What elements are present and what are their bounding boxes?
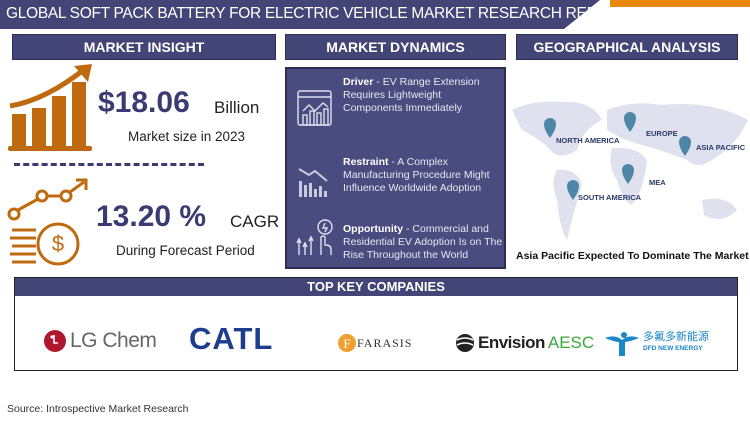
geographical-analysis-header: GEOGRAPHICAL ANALYSIS xyxy=(516,34,738,60)
accent-stripe xyxy=(610,0,750,7)
declining-chart-icon xyxy=(298,168,328,197)
market-dynamics-header: MARKET DYNAMICS xyxy=(285,34,506,60)
dollar-coins-icon: $ xyxy=(7,178,88,266)
region-south-america: SOUTH AMERICA xyxy=(578,193,642,202)
lg-logo-icon xyxy=(44,330,66,352)
top-companies-panel: TOP KEY COMPANIES LG Chem CATL F FARASIS… xyxy=(14,277,738,371)
region-europe: EUROPE xyxy=(646,129,678,138)
envision-logo-icon xyxy=(456,334,474,352)
market-size-unit: Billion xyxy=(214,98,260,117)
logo-dfd-new-energy: 多氟多新能源 DFD NEW ENERGY xyxy=(605,328,709,358)
cagr-unit: CAGR xyxy=(230,212,280,231)
analytics-dashboard-icon xyxy=(297,90,332,126)
svg-text:F: F xyxy=(343,336,350,351)
source-note: Source: Introspective Market Research xyxy=(7,403,189,415)
divider xyxy=(14,163,204,166)
geo-caption: Asia Pacific Expected To Dominate The Ma… xyxy=(516,250,749,262)
cagr-caption: During Forecast Period xyxy=(116,243,255,258)
world-map xyxy=(512,101,748,240)
logo-farasis: F FARASIS xyxy=(337,328,412,358)
top-companies-header: TOP KEY COMPANIES xyxy=(15,278,737,296)
market-size-value: $18.06 xyxy=(98,86,190,119)
report-title-bar: GLOBAL SOFT PACK BATTERY FOR ELECTRIC VE… xyxy=(0,0,600,29)
dynamics-opportunity: Opportunity - Commercial and Residential… xyxy=(343,223,503,261)
logo-catl: CATL xyxy=(189,321,274,356)
region-north-america: NORTH AMERICA xyxy=(556,136,620,145)
region-asia-pacific: ASIA PACIFIC xyxy=(696,143,746,152)
market-dynamics-panel: Driver - EV Range Extension Requires Lig… xyxy=(285,67,506,269)
farasis-logo-icon: F xyxy=(338,334,356,352)
cagr-value: 13.20 % xyxy=(96,200,207,233)
dfd-logo-icon xyxy=(605,332,639,356)
market-insight-header: MARKET INSIGHT xyxy=(12,34,276,60)
market-size-caption: Market size in 2023 xyxy=(128,129,246,144)
svg-text:$: $ xyxy=(52,231,64,256)
dynamics-driver: Driver - EV Range Extension Requires Lig… xyxy=(343,76,480,114)
logo-envision-aesc: Envision AESC xyxy=(455,328,594,358)
region-mea: MEA xyxy=(649,178,666,187)
dynamics-restraint: Restraint - A Complex Manufacturing Proc… xyxy=(343,156,490,194)
touch-growth-icon xyxy=(296,219,333,255)
growth-bar-chart-icon xyxy=(8,64,92,151)
report-title: GLOBAL SOFT PACK BATTERY FOR ELECTRIC VE… xyxy=(6,5,629,22)
logo-lg-chem: LG Chem xyxy=(43,326,157,356)
